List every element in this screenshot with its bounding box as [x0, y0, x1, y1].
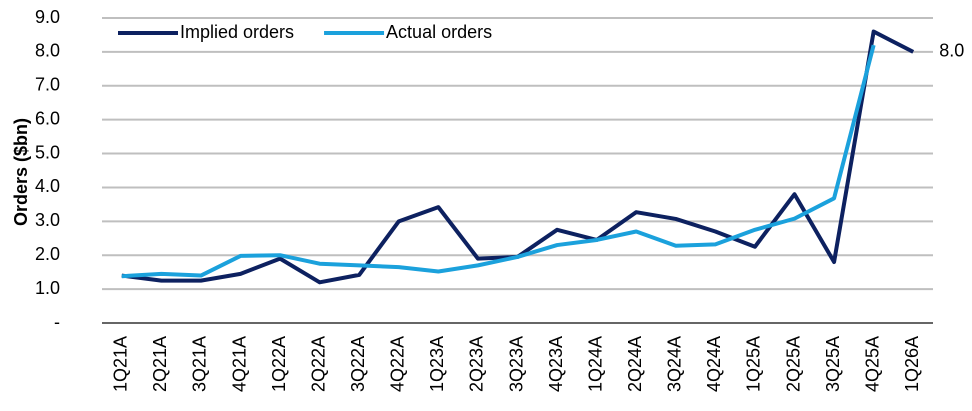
y-axis-title: Orders ($bn): [11, 118, 31, 226]
x-tick-label: 1Q25A: [744, 336, 764, 392]
x-tick-label: 4Q24A: [704, 336, 724, 392]
x-tick-label: 1Q23A: [427, 336, 447, 392]
x-tick-label: 3Q24A: [665, 336, 685, 392]
y-tick-label: 5.0: [35, 142, 60, 162]
y-tick-label: 2.0: [35, 244, 60, 264]
x-tick-label: 1Q22A: [269, 336, 289, 392]
x-tick-label: 4Q25A: [862, 336, 882, 392]
series-line: [121, 44, 876, 279]
x-tick-label: 1Q24A: [585, 336, 605, 392]
x-tick-label: 1Q26A: [902, 336, 922, 392]
series-line: [121, 29, 915, 285]
x-tick-label: 3Q25A: [823, 336, 843, 392]
x-tick-label: 1Q21A: [111, 336, 131, 392]
x-tick-label: 3Q23A: [506, 336, 526, 392]
y-tick-label: 8.0: [35, 41, 60, 61]
data-label: 8.0: [939, 41, 964, 61]
x-tick-label: 2Q21A: [150, 336, 170, 392]
x-tick-label: 2Q25A: [783, 336, 803, 392]
x-tick-label: 2Q22A: [308, 336, 328, 392]
legend-label: Actual orders: [386, 22, 492, 42]
x-tick-label: 2Q23A: [467, 336, 487, 392]
x-tick-label: 3Q21A: [190, 336, 210, 392]
y-tick-label: 7.0: [35, 75, 60, 95]
legend-label: Implied orders: [180, 22, 294, 42]
y-tick-label: 4.0: [35, 176, 60, 196]
x-tick-label: 3Q22A: [348, 336, 368, 392]
y-tick-label: 6.0: [35, 108, 60, 128]
x-tick-label: 2Q24A: [625, 336, 645, 392]
y-tick-label: 9.0: [35, 7, 60, 27]
y-tick-label: -: [54, 312, 60, 332]
x-tick-label: 4Q22A: [388, 336, 408, 392]
y-tick-label: 3.0: [35, 210, 60, 230]
x-tick-label: 4Q23A: [546, 336, 566, 392]
y-tick-label: 1.0: [35, 278, 60, 298]
x-tick-label: 4Q21A: [229, 336, 249, 392]
